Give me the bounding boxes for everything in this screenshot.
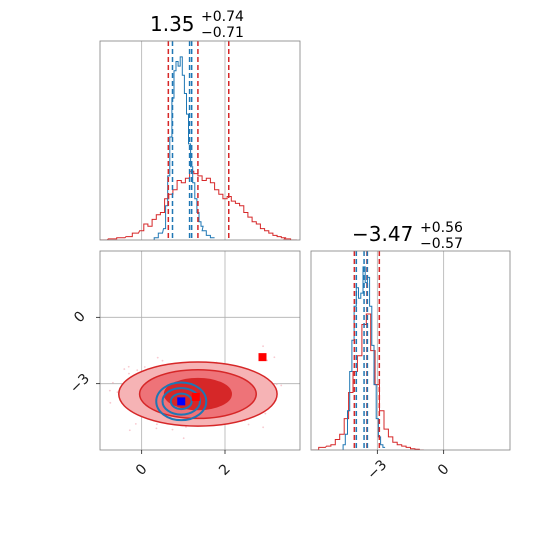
scatter-point bbox=[136, 369, 139, 372]
scatter-point bbox=[273, 356, 276, 359]
title-1-median: −3.47 bbox=[352, 222, 413, 246]
scatter-point bbox=[262, 345, 264, 348]
title-0-minus: −0.71 bbox=[201, 25, 244, 41]
joint-frame bbox=[99, 250, 301, 451]
truth-marker-2 bbox=[177, 397, 186, 406]
scatter-point bbox=[185, 466, 187, 468]
marginal-panel-1 bbox=[310, 250, 511, 451]
x-tick-label-right-0: −3 bbox=[364, 457, 390, 483]
y-tick-label-joint-0: −3 bbox=[67, 371, 93, 397]
scatter-point bbox=[266, 359, 269, 362]
scatter-point bbox=[182, 437, 185, 440]
scatter-point bbox=[155, 423, 158, 426]
title-0-median: 1.35 bbox=[150, 12, 195, 36]
scatter-point bbox=[247, 423, 250, 426]
title-1-plus: +0.56 bbox=[420, 220, 463, 236]
scatter-point bbox=[123, 368, 126, 370]
hist-blue-1 bbox=[342, 266, 386, 450]
scatter-point bbox=[262, 426, 265, 429]
scatter-point bbox=[134, 423, 137, 425]
scatter-point bbox=[128, 429, 131, 432]
scatter-point bbox=[156, 356, 159, 359]
contour-blue-inner bbox=[169, 392, 193, 411]
title-1-minus: −0.57 bbox=[420, 236, 463, 252]
scatter-point bbox=[171, 428, 174, 431]
hist-red-1 bbox=[312, 313, 424, 450]
panel-frame-1 bbox=[310, 250, 511, 451]
truth-marker-0 bbox=[258, 353, 267, 362]
truth-marker-1 bbox=[191, 392, 200, 401]
scatter-point bbox=[335, 393, 337, 395]
scatter-point bbox=[111, 381, 114, 384]
x-tick-label-joint-1: 2 bbox=[216, 461, 234, 479]
scatter-point bbox=[109, 401, 112, 404]
scatter-point bbox=[275, 383, 278, 386]
marginal-panel-0 bbox=[99, 40, 301, 241]
scatter-point bbox=[108, 389, 111, 392]
title-param-1: −3.47 +0.56 −0.57 bbox=[352, 220, 463, 252]
scatter-point bbox=[95, 398, 97, 400]
scatter-point bbox=[22, 372, 24, 374]
title-0-plus: +0.74 bbox=[201, 9, 244, 25]
title-param-0: 1.35 +0.74 −0.71 bbox=[150, 9, 244, 41]
contour-blue-outer bbox=[155, 381, 208, 422]
scatter-point bbox=[116, 391, 119, 394]
hist-red-0 bbox=[100, 170, 297, 240]
scatter-point bbox=[127, 365, 130, 368]
scatter-point bbox=[143, 366, 146, 368]
scatter-point bbox=[155, 427, 158, 430]
panel-frame-0 bbox=[99, 40, 301, 241]
scatter-point bbox=[161, 359, 164, 362]
joint-panel bbox=[22, 250, 337, 468]
scatter-point bbox=[280, 384, 283, 387]
x-tick-label-right-1: 0 bbox=[435, 461, 453, 479]
y-tick-label-joint-1: 0 bbox=[71, 308, 89, 326]
scatter-point bbox=[128, 372, 130, 375]
x-tick-label-joint-0: 0 bbox=[133, 461, 151, 479]
contour-blue-middle bbox=[161, 387, 201, 416]
scatter-point bbox=[264, 412, 267, 415]
